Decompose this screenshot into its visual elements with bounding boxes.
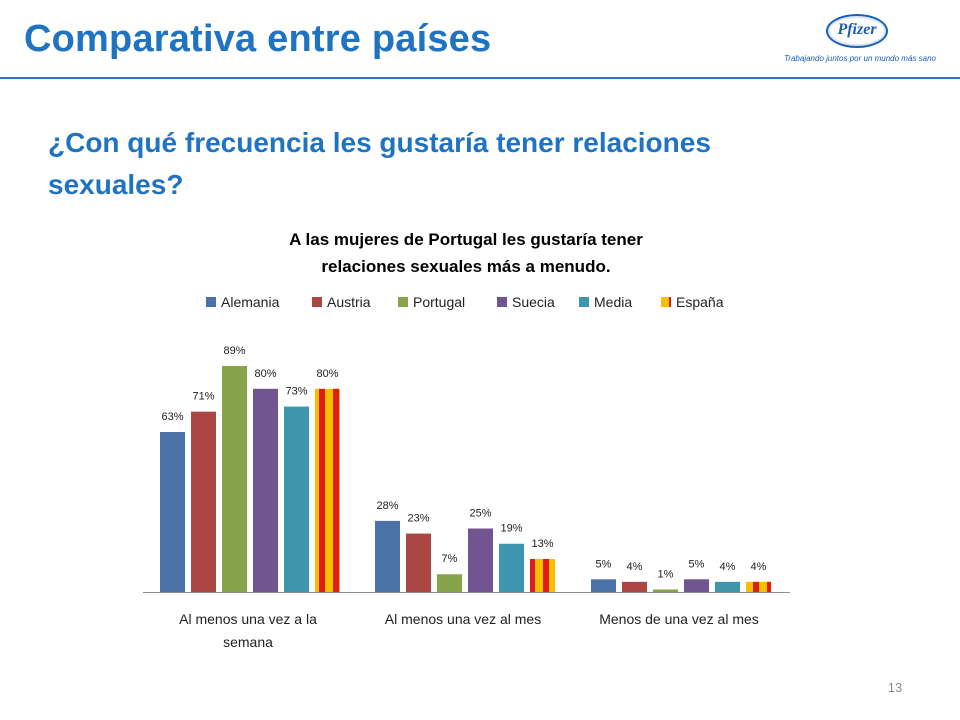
x-tick-label: Al menos una vez al mes: [385, 611, 541, 627]
bar-portugal: [437, 574, 462, 592]
legend-label: Suecia: [512, 294, 555, 310]
legend-label: Portugal: [413, 294, 465, 310]
data-label: 63%: [161, 411, 183, 423]
data-label: 80%: [254, 368, 276, 380]
bar-suecia: [684, 579, 709, 592]
slide-title: Comparativa entre países: [24, 18, 492, 60]
title-divider: [0, 77, 960, 79]
logo-wordmark: Pfizer: [837, 21, 877, 38]
data-label: 5%: [596, 558, 612, 570]
bar-chart: A las mujeres de Portugal les gustaría t…: [143, 230, 790, 650]
bar-media: [284, 406, 309, 592]
chart-bars: 63% 71% 89% 80% 73% 80% 28% 23% 7% 25% 19% 13% 5% 4% 1…: [160, 345, 771, 592]
pfizer-logo-icon: Pfizer: [826, 14, 888, 48]
legend-label: Alemania: [221, 294, 280, 310]
bar-suecia: [253, 388, 278, 592]
x-tick-label: semana: [223, 634, 273, 650]
pfizer-logo: Pfizer Trabajando juntos por un mundo má…: [780, 12, 940, 68]
data-label: 19%: [500, 523, 522, 535]
data-label: 73%: [285, 386, 307, 398]
data-label: 23%: [407, 513, 429, 525]
x-tick-label: Menos de una vez al mes: [599, 611, 759, 627]
data-label: 13%: [531, 538, 553, 550]
x-axis: Al menos una vez a la semana Al menos una …: [143, 592, 790, 650]
bar-alemania: [591, 579, 616, 592]
legend-swatch-austria: [312, 297, 322, 307]
legend-swatch-suecia: [497, 297, 507, 307]
logo-tagline: Trabajando juntos por un mundo más sano: [784, 54, 936, 63]
bar-españa: [315, 388, 340, 592]
bar-suecia: [468, 528, 493, 592]
data-label: 5%: [689, 558, 705, 570]
data-label: 25%: [469, 508, 491, 520]
bar-alemania: [160, 431, 185, 592]
bar-portugal: [222, 365, 247, 592]
chart-title-line: relaciones sexuales más a menudo.: [321, 257, 610, 276]
chart-legend: Alemania Austria Portugal Suecia Media España: [206, 294, 724, 310]
legend-swatch-portugal: [398, 297, 408, 307]
legend-swatch-alemania: [206, 297, 216, 307]
legend-label: Media: [594, 294, 632, 310]
data-label: 71%: [192, 391, 214, 403]
data-label: 1%: [658, 568, 674, 580]
data-label: 4%: [720, 561, 736, 573]
legend-label: España: [676, 294, 724, 310]
slide-question: ¿Con qué frecuencia les gustaría tener r…: [48, 127, 711, 200]
legend-swatch-españa: [661, 297, 671, 307]
bar-españa: [530, 558, 555, 592]
chart-title: A las mujeres de Portugal les gustaría t…: [289, 230, 643, 276]
bar-austria: [191, 411, 216, 592]
data-label: 4%: [627, 561, 643, 573]
bar-media: [715, 581, 740, 592]
x-tick-label: Al menos una vez a la: [179, 611, 317, 627]
bar-austria: [406, 533, 431, 592]
bar-portugal: [653, 589, 678, 592]
data-label: 80%: [316, 368, 338, 380]
page-number: 13: [887, 680, 903, 695]
legend-label: Austria: [327, 294, 371, 310]
bar-media: [499, 543, 524, 592]
chart-title-line: A las mujeres de Portugal les gustaría t…: [289, 230, 643, 249]
data-label: 4%: [751, 561, 767, 573]
data-label: 7%: [442, 553, 458, 565]
legend-swatch-media: [579, 297, 589, 307]
data-label: 28%: [376, 500, 398, 512]
bar-españa: [746, 581, 771, 592]
bar-alemania: [375, 520, 400, 592]
bar-austria: [622, 581, 647, 592]
data-label: 89%: [223, 345, 245, 357]
